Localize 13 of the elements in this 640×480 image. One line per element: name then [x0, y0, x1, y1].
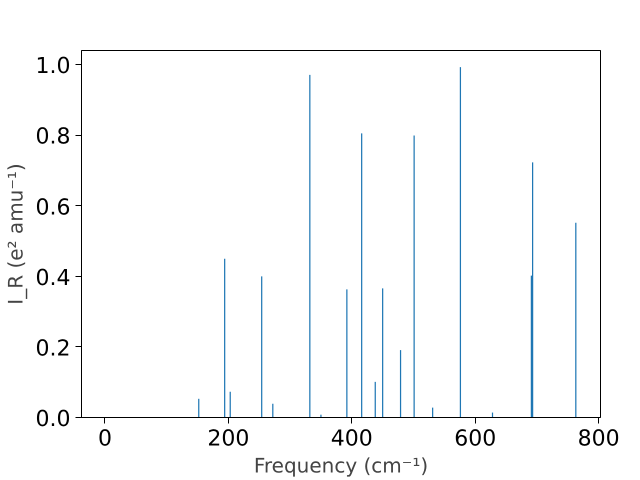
y-tick-label: 1.0	[36, 54, 71, 80]
x-tick-label: 600	[454, 426, 496, 452]
x-axis-title: Frequency (cm⁻¹)	[254, 454, 428, 478]
x-tick-label: 200	[207, 426, 250, 452]
y-tick-label: 0.2	[36, 336, 71, 362]
y-axis-title: I_R (e² amu⁻¹)	[4, 163, 28, 305]
x-tick-label: 0	[98, 426, 112, 452]
x-tick-label: 400	[330, 426, 373, 452]
y-tick-label: 0.6	[36, 195, 71, 220]
y-tick-label: 0.8	[36, 124, 71, 150]
y-tick-label: 0.0	[36, 407, 71, 432]
y-tick-label: 0.4	[36, 266, 71, 291]
x-tick-label: 800	[578, 426, 620, 452]
